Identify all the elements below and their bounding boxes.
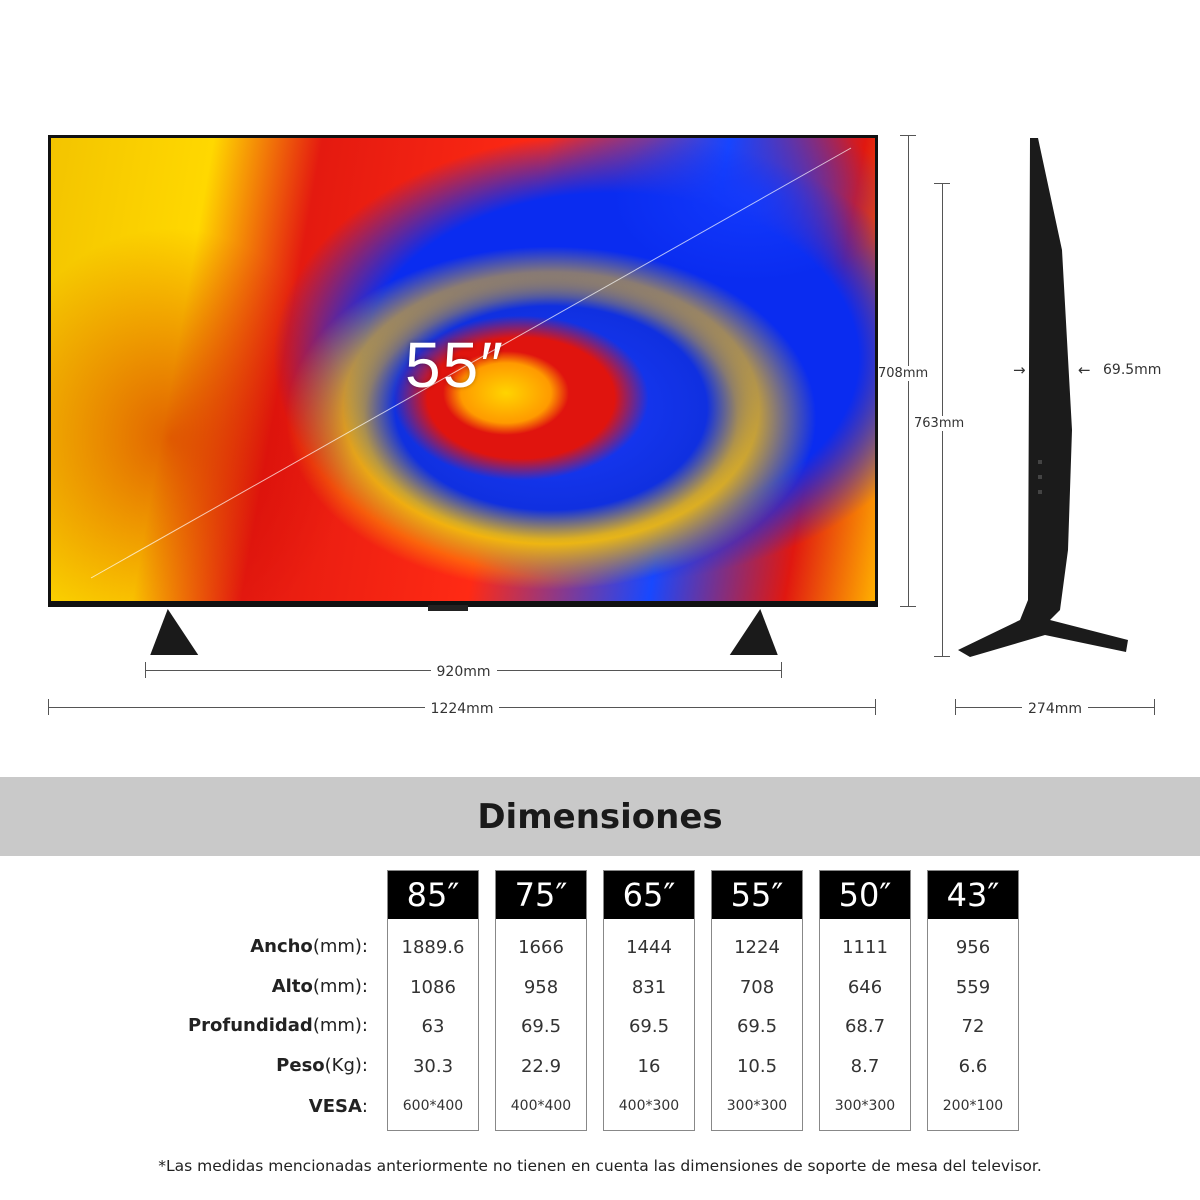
table-cell: 22.9 xyxy=(520,1055,562,1077)
size-column: 43″ 956 559 72 6.6 200*100 xyxy=(927,870,1019,1131)
row-label-name: Alto xyxy=(271,976,313,997)
row-label-name: Profundidad xyxy=(187,1015,313,1036)
table-cell: 646 xyxy=(847,976,883,998)
table-cell: 8.7 xyxy=(850,1055,880,1077)
row-label-unit: (mm): xyxy=(312,976,368,997)
row-label-name: Peso xyxy=(276,1055,325,1076)
tv-stand-foot-right xyxy=(729,609,785,655)
table-cell: 6.6 xyxy=(958,1055,988,1077)
tv-screen-artwork xyxy=(51,138,875,601)
size-column: 55″ 1224 708 69.5 10.5 300*300 xyxy=(711,870,803,1131)
row-label-unit: : xyxy=(361,1096,368,1117)
tv-stand-foot-left xyxy=(143,609,199,655)
footnote: *Las medidas mencionadas anteriormente n… xyxy=(158,1157,1042,1175)
table-cell: 600*400 xyxy=(402,1097,464,1114)
table-cell: 831 xyxy=(631,976,667,998)
table-cell: 72 xyxy=(961,1016,985,1038)
tv-side-profile xyxy=(958,138,1128,657)
table-cell: 16 xyxy=(637,1055,661,1077)
table-cell: 400*400 xyxy=(510,1097,572,1114)
size-header: 43″ xyxy=(928,871,1018,919)
row-label: VESA: xyxy=(309,1096,368,1117)
size-header: 85″ xyxy=(388,871,478,919)
table-cell: 400*300 xyxy=(618,1097,680,1114)
table-cell: 300*300 xyxy=(726,1097,788,1114)
table-cell: 1889.6 xyxy=(401,937,465,959)
total-width-label: 1224mm xyxy=(424,701,500,717)
table-cell: 1086 xyxy=(410,976,456,998)
row-label-unit: (mm): xyxy=(312,1015,368,1036)
table-cell: 1224 xyxy=(734,937,780,959)
table-cell: 956 xyxy=(955,937,991,959)
section-header: Dimensiones xyxy=(0,777,1200,856)
size-column: 50″ 1111 646 68.7 8.7 300*300 xyxy=(819,870,911,1131)
size-header: 75″ xyxy=(496,871,586,919)
table-cell: 68.7 xyxy=(844,1016,886,1038)
size-header: 50″ xyxy=(820,871,910,919)
panel-height-label: 708mm xyxy=(878,366,929,381)
table-cell: 69.5 xyxy=(520,1016,562,1038)
row-label: Peso(Kg): xyxy=(276,1055,368,1076)
size-column: 75″ 1666 958 69.5 22.9 400*400 xyxy=(495,870,587,1131)
tv-front-image xyxy=(48,135,878,607)
screen-size-label: 55″ xyxy=(405,329,505,401)
row-label: Alto(mm): xyxy=(272,976,368,997)
diagonal-line xyxy=(90,147,852,579)
arrow-right-icon: → xyxy=(1013,361,1026,379)
row-label: Ancho(mm): xyxy=(250,936,368,957)
row-label-unit: (mm): xyxy=(312,936,368,957)
table-cell: 69.5 xyxy=(628,1016,670,1038)
table-cell: 300*300 xyxy=(834,1097,896,1114)
table-cell: 708 xyxy=(739,976,775,998)
table-cell: 958 xyxy=(523,976,559,998)
section-title: Dimensiones xyxy=(477,796,723,837)
table-cell: 1444 xyxy=(626,937,672,959)
tv-logo-bar xyxy=(428,605,468,611)
table-cell: 10.5 xyxy=(736,1055,778,1077)
size-header: 55″ xyxy=(712,871,802,919)
table-cell: 69.5 xyxy=(736,1016,778,1038)
row-label-unit: (Kg): xyxy=(324,1055,368,1076)
size-header: 65″ xyxy=(604,871,694,919)
total-height-label: 763mm xyxy=(912,416,967,431)
stand-width-label: 920mm xyxy=(430,664,497,680)
table-cell: 200*100 xyxy=(942,1097,1004,1114)
size-column: 85″ 1889.6 1086 63 30.3 600*400 xyxy=(387,870,479,1131)
table-cell: 1111 xyxy=(842,937,888,959)
table-cell: 1666 xyxy=(518,937,564,959)
row-label: Profundidad(mm): xyxy=(188,1015,368,1036)
size-column: 65″ 1444 831 69.5 16 400*300 xyxy=(603,870,695,1131)
row-label-name: Ancho xyxy=(250,936,313,957)
depth-label: 69.5mm xyxy=(1103,362,1162,378)
table-cell: 30.3 xyxy=(412,1055,454,1077)
table-cell: 559 xyxy=(955,976,991,998)
table-cell: 63 xyxy=(421,1016,445,1038)
stand-depth-label: 274mm xyxy=(1022,701,1088,717)
arrow-left-icon: ← xyxy=(1078,361,1091,379)
row-label-name: VESA xyxy=(308,1096,362,1117)
